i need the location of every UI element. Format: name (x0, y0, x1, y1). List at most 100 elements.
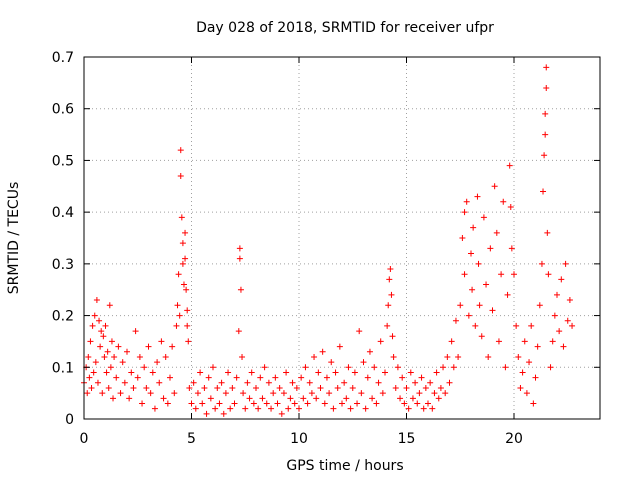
data-point (541, 152, 548, 159)
data-point (387, 266, 394, 273)
x-tick-label: 10 (290, 431, 308, 447)
data-point (470, 224, 477, 231)
data-point (147, 390, 154, 397)
data-point (183, 286, 190, 293)
data-point (534, 343, 541, 350)
data-point (526, 359, 533, 366)
data-point (459, 235, 466, 241)
data-point (287, 395, 294, 402)
data-point (242, 405, 249, 412)
data-point (478, 333, 485, 340)
data-point (444, 353, 451, 360)
data-point (351, 369, 358, 376)
data-point (326, 390, 333, 397)
data-point (237, 286, 244, 293)
data-point (91, 312, 98, 319)
data-point (156, 379, 163, 386)
data-point (334, 384, 341, 391)
data-point (386, 276, 393, 283)
data-point (270, 390, 277, 397)
data-point (203, 410, 210, 417)
data-point (257, 374, 264, 381)
data-point (435, 395, 442, 402)
data-point (362, 405, 369, 412)
data-point (403, 384, 410, 391)
data-point (272, 374, 279, 381)
data-point (511, 271, 517, 278)
data-point (502, 364, 509, 371)
data-point (366, 348, 373, 355)
data-point (508, 245, 515, 252)
y-tick-label: 0.2 (52, 309, 74, 325)
data-point (397, 395, 404, 402)
data-point (214, 384, 221, 391)
data-point (268, 405, 275, 412)
data-point (110, 395, 117, 402)
data-point (542, 131, 549, 138)
data-point (463, 198, 470, 205)
data-point (199, 400, 206, 407)
x-tick-label: 5 (187, 431, 196, 447)
data-point (104, 348, 111, 355)
data-point (178, 214, 185, 221)
data-point (437, 384, 444, 391)
y-tick-label: 0.4 (52, 205, 74, 221)
data-point (101, 353, 108, 360)
data-point (124, 348, 130, 355)
data-point (84, 390, 91, 397)
data-point (530, 400, 537, 407)
data-point (321, 400, 328, 407)
data-point (547, 364, 554, 371)
data-point (306, 379, 313, 386)
data-point (190, 379, 197, 386)
data-point (480, 214, 487, 221)
grid-lines (84, 57, 600, 419)
data-point (164, 400, 171, 407)
data-point (98, 328, 105, 335)
data-point (354, 400, 361, 407)
data-point (255, 405, 262, 412)
data-point (544, 229, 551, 236)
data-point (115, 343, 122, 350)
data-point (442, 390, 449, 397)
data-point (261, 364, 268, 371)
data-point (476, 302, 483, 309)
data-point (414, 400, 421, 407)
data-point (100, 333, 107, 340)
data-point (394, 364, 401, 371)
data-point (336, 343, 343, 350)
data-point (455, 353, 462, 360)
data-point (392, 384, 399, 391)
y-tick-label: 0.5 (52, 153, 74, 169)
data-point (440, 364, 447, 371)
data-point (225, 369, 232, 376)
data-point (532, 374, 539, 381)
data-point (489, 307, 496, 314)
data-point (358, 390, 365, 397)
data-point (538, 260, 545, 267)
data-point (349, 384, 356, 391)
data-point (151, 405, 158, 412)
data-point (483, 281, 490, 288)
data-point (105, 384, 112, 391)
data-point (126, 395, 133, 402)
data-point (149, 369, 156, 376)
data-point (185, 338, 192, 345)
data-point (341, 379, 348, 386)
data-point (248, 369, 255, 376)
data-point (111, 353, 118, 360)
data-point (315, 369, 322, 376)
data-point (542, 110, 549, 117)
data-point (113, 374, 120, 381)
data-point (132, 328, 139, 335)
data-point (554, 291, 560, 298)
data-point (360, 359, 367, 366)
data-point (450, 364, 457, 371)
data-point (308, 390, 315, 397)
data-point (96, 317, 103, 324)
data-point (313, 395, 320, 402)
data-point (145, 343, 152, 350)
data-point (162, 353, 169, 360)
y-axis-label: SRMTID / TECUs (6, 182, 22, 295)
data-point (143, 384, 150, 391)
